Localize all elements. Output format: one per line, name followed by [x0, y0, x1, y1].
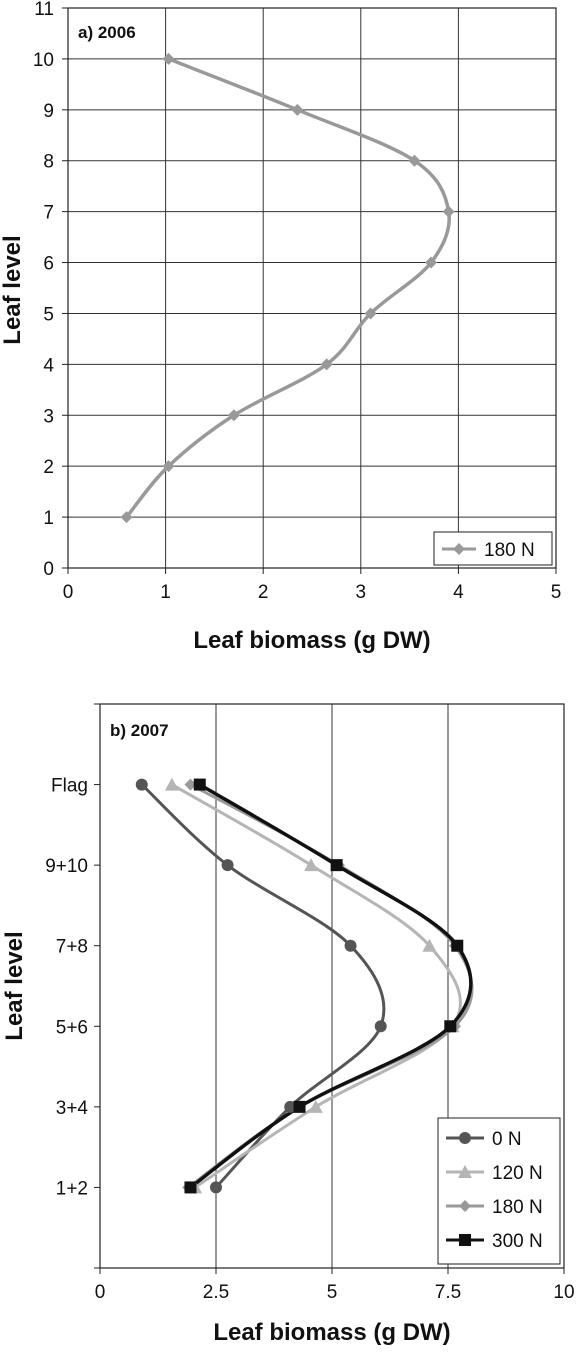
- chart-a-y-axis-title: Leaf level: [0, 235, 26, 344]
- chart-a-y-tick-label: 0: [43, 559, 54, 580]
- chart-b-legend-label-300n: 300 N: [492, 1231, 543, 1252]
- chart-b-y-tick-label: 5+6: [56, 1017, 88, 1038]
- chart-b-x-tick-label: 5: [327, 1282, 338, 1303]
- chart-a-y-tick-label: 3: [43, 406, 54, 427]
- chart-b-series-line-120n: [171, 783, 462, 1189]
- chart-b-data-point: [374, 1020, 387, 1033]
- chart-a-data-point: [162, 460, 175, 473]
- chart-a-data-point: [408, 154, 421, 167]
- chart-b-legend-marker-180n: [459, 1200, 471, 1212]
- chart-b-x-tick-label: 7.5: [435, 1282, 461, 1303]
- chart-b-x-tick-label: 0: [95, 1282, 106, 1303]
- chart-b-plot-border: [99, 703, 565, 1269]
- chart-a-data-point: [227, 409, 240, 422]
- chart-a-data-point: [162, 52, 175, 65]
- chart-a-data-point: [442, 205, 455, 218]
- chart-b-y-tick-label: 7+8: [56, 937, 88, 958]
- chart-a-legend-label-180n: 180 N: [484, 540, 535, 561]
- chart-a-legend-marker-180n: [453, 543, 465, 555]
- chart-a-data-point: [364, 307, 377, 320]
- chart-a-x-axis-title: Leaf biomass (g DW): [193, 627, 430, 654]
- chart-b-data-point: [135, 778, 148, 791]
- chart-b-legend-marker-300n: [459, 1234, 471, 1246]
- chart-a-y-tick-label: 9: [43, 101, 54, 122]
- chart-b-y-tick-label: 9+10: [45, 856, 88, 877]
- chart-b-data-point: [344, 939, 357, 952]
- chart-b-data-point: [451, 939, 464, 952]
- chart-a-y-tick-label: 7: [43, 203, 54, 224]
- chart-a-y-tick-label: 10: [33, 50, 54, 71]
- chart-b-data-point: [210, 1181, 222, 1194]
- chart-b-legend-label-0n: 0 N: [492, 1129, 522, 1150]
- chart-b-data-point: [193, 778, 206, 791]
- chart-b-legend-marker-0n: [459, 1132, 471, 1144]
- chart-a-x-tick-label: 5: [551, 582, 562, 603]
- chart-a-series-line-180n: [125, 57, 451, 519]
- chart-b-data-point: [308, 1099, 323, 1113]
- chart-a-y-tick-label: 8: [43, 152, 54, 173]
- chart-a-legend: 180 N: [433, 531, 553, 566]
- chart-b-data-point: [184, 778, 197, 791]
- chart-a-y-tick-label: 1: [43, 508, 54, 529]
- chart-a-y-tick-label: 2: [43, 457, 54, 478]
- chart-b-data-point: [284, 1100, 297, 1113]
- chart-a-y-tick-label: 4: [43, 355, 54, 376]
- chart-b-legend-label-120n: 120 N: [492, 1163, 543, 1184]
- chart-b-data-point: [293, 1100, 306, 1113]
- chart-b-y-tick-label: 1+2: [56, 1178, 88, 1199]
- chart-a-y-tick-label: 11: [34, 0, 54, 20]
- chart-a-data-point: [291, 103, 304, 116]
- chart-a-y-tick-label: 6: [43, 254, 54, 275]
- chart-b-y-tick-label: Flag: [51, 776, 88, 797]
- chart-a-data-point: [120, 511, 133, 524]
- chart-a-series: [120, 52, 455, 524]
- chart-b-series: [135, 777, 474, 1194]
- chart-a-y-tick-label: 5: [43, 304, 54, 325]
- chart-b-panel-label: b) 2007: [110, 721, 169, 740]
- chart-b-series-line-0n: [140, 783, 386, 1189]
- chart-b-y-axis-title: Leaf level: [1, 931, 28, 1040]
- chart-b-data-point: [221, 859, 234, 872]
- chart-b-series-line-300n: [189, 783, 473, 1189]
- chart-b-data-point: [304, 858, 319, 872]
- chart-b-data-point: [444, 1020, 457, 1033]
- chart-b-data-point: [184, 1181, 197, 1194]
- chart-b-legend: 0 N 120 N 180 N 300 N: [437, 1117, 561, 1265]
- chart-b-y-tick-label: 3+4: [56, 1098, 89, 1119]
- chart-a-grid: [62, 7, 557, 574]
- chart-b-data-point: [164, 777, 179, 791]
- chart-a-x-tick-label: 2: [258, 582, 269, 603]
- chart-a-x-tick-label: 3: [356, 582, 367, 603]
- chart-a-data-point: [320, 358, 333, 371]
- chart-b-data-point: [422, 938, 437, 952]
- chart-a-tick-labels: 0 1 2 3 4 5 0 1 2 3 4 5 6 7 8 9 10 11: [33, 0, 561, 603]
- chart-a-x-tick-label: 0: [63, 582, 74, 603]
- chart-b-data-point: [330, 859, 343, 872]
- chart-panel-a: 0 1 2 3 4 5 0 1 2 3 4 5 6 7 8 9 10 11 a) 2006 Leaf biomas…: [0, 0, 561, 654]
- chart-b-legend-label-180n: 180 N: [492, 1197, 543, 1218]
- chart-a-plot-border: [67, 7, 557, 569]
- chart-b-legend-marker-120n: [458, 1165, 472, 1178]
- chart-b-series-line-180n: [187, 783, 474, 1189]
- chart-b-x-axis-title: Leaf biomass (g DW): [213, 1319, 450, 1346]
- chart-panel-b: 0 2.5 5 7.5 10 1+2 3+4 5+6 7+8 9+10 Flag b) 2007 L…: [1, 703, 575, 1346]
- chart-a-x-tick-label: 1: [160, 582, 171, 603]
- chart-b-x-tick-label: 2.5: [203, 1282, 229, 1303]
- chart-a-x-tick-label: 4: [453, 582, 464, 603]
- chart-b-tick-labels: 0 2.5 5 7.5 10 1+2 3+4 5+6 7+8 9+10 Flag: [45, 776, 574, 1303]
- chart-a-data-point: [425, 256, 438, 269]
- chart-a-panel-label: a) 2006: [78, 23, 136, 42]
- chart-b-x-tick-label: 10: [553, 1282, 574, 1303]
